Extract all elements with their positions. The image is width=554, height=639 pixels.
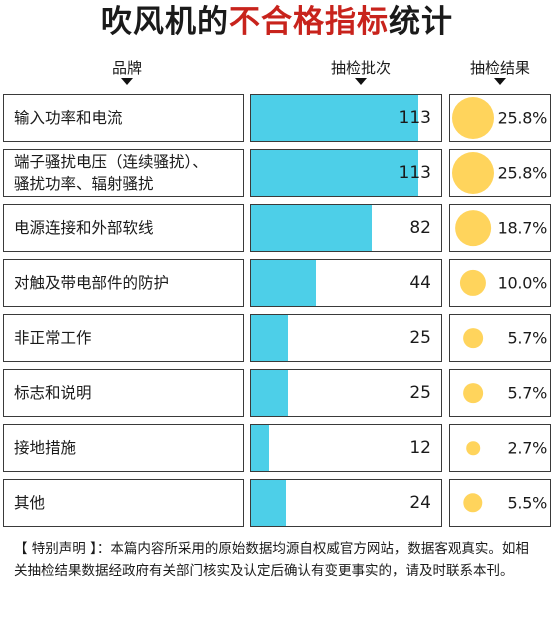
count-label: 25 <box>409 383 431 403</box>
count-label: 113 <box>398 163 431 183</box>
count-bar <box>251 260 316 306</box>
count-label: 25 <box>409 328 431 348</box>
bar-cell: 113 <box>250 94 442 142</box>
chart-row: 接地措施 12 2.7% <box>0 424 554 472</box>
result-cell: 18.7% <box>449 204 551 252</box>
chart-row: 电源连接和外部软线 82 18.7% <box>0 204 554 252</box>
count-bar <box>251 95 418 141</box>
category-label: 对触及带电部件的防护 <box>14 274 170 292</box>
column-header-result-label: 抽检结果 <box>469 59 530 77</box>
chart-row: 输入功率和电流 113 25.8% <box>0 94 554 142</box>
count-bar <box>251 315 288 361</box>
title-accent: 不合格指标 <box>229 4 389 40</box>
category-cell: 输入功率和电流 <box>3 94 244 142</box>
chart-row: 标志和说明 25 5.7% <box>0 369 554 417</box>
title-part-3: 统计 <box>389 4 453 40</box>
bar-cell: 44 <box>250 259 442 307</box>
count-label: 44 <box>409 273 431 293</box>
chart-row: 非正常工作 25 5.7% <box>0 314 554 362</box>
result-cell: 5.7% <box>449 369 551 417</box>
percent-label: 18.7% <box>497 218 548 238</box>
count-bar <box>251 150 418 196</box>
percent-label: 10.0% <box>497 273 548 293</box>
bar-cell: 82 <box>250 204 442 252</box>
count-label: 12 <box>409 438 431 458</box>
column-header-category: 品牌 <box>62 59 192 85</box>
count-bar <box>251 205 372 251</box>
percent-circle <box>463 383 483 403</box>
count-bar <box>251 370 288 416</box>
down-arrow-icon <box>355 78 367 85</box>
percent-circle <box>455 210 491 246</box>
title-part-1: 吹风机的 <box>101 4 229 40</box>
percent-circle <box>463 493 483 513</box>
category-label: 电源连接和外部软线 <box>14 219 154 237</box>
percent-label: 5.7% <box>507 328 548 348</box>
bar-cell: 12 <box>250 424 442 472</box>
disclaimer-note: 【 特别声明 】：本篇内容所采用的原始数据均源自权威官方网站，数据客观真实。如相… <box>14 541 529 579</box>
column-header-count-label: 抽检批次 <box>330 59 391 77</box>
chart-row: 端子骚扰电压（连续骚扰）、 骚扰功率、辐射骚扰 113 25.8% <box>0 149 554 197</box>
category-cell: 非正常工作 <box>3 314 244 362</box>
result-cell: 2.7% <box>449 424 551 472</box>
chart-title: 吹风机的不合格指标统计 <box>0 2 554 42</box>
category-label: 端子骚扰电压（连续骚扰）、 骚扰功率、辐射骚扰 <box>14 153 208 193</box>
percent-label: 2.7% <box>507 438 548 458</box>
chart-row: 其他 24 5.5% <box>0 479 554 527</box>
category-label: 接地措施 <box>14 439 77 457</box>
count-bar <box>251 425 269 471</box>
percent-circle <box>466 441 480 455</box>
percent-label: 5.5% <box>507 493 548 513</box>
result-cell: 5.5% <box>449 479 551 527</box>
percent-circle <box>452 152 494 194</box>
result-cell: 10.0% <box>449 259 551 307</box>
down-arrow-icon <box>494 78 506 85</box>
category-cell: 其他 <box>3 479 244 527</box>
result-cell: 25.8% <box>449 149 551 197</box>
chart-row: 对触及带电部件的防护 44 10.0% <box>0 259 554 307</box>
count-label: 113 <box>398 108 431 128</box>
percent-circle <box>459 269 487 297</box>
count-bar <box>251 480 286 526</box>
result-cell: 25.8% <box>449 94 551 142</box>
column-header-result: 抽检结果 <box>446 59 554 85</box>
percent-label: 25.8% <box>497 108 548 128</box>
percent-circle <box>452 97 494 139</box>
category-cell: 接地措施 <box>3 424 244 472</box>
category-cell: 标志和说明 <box>3 369 244 417</box>
bar-cell: 113 <box>250 149 442 197</box>
percent-label: 25.8% <box>497 163 548 183</box>
category-label: 标志和说明 <box>14 384 92 402</box>
bar-cell: 25 <box>250 369 442 417</box>
category-label: 非正常工作 <box>14 329 92 347</box>
bar-cell: 24 <box>250 479 442 527</box>
count-label: 24 <box>409 493 431 513</box>
percent-label: 5.7% <box>507 383 548 403</box>
down-arrow-icon <box>121 78 133 85</box>
category-label: 其他 <box>14 494 46 512</box>
count-label: 82 <box>409 218 431 238</box>
percent-circle <box>463 328 483 348</box>
column-header-count: 抽检批次 <box>296 59 426 85</box>
category-label: 输入功率和电流 <box>14 109 123 127</box>
column-header-category-label: 品牌 <box>111 59 142 77</box>
category-cell: 端子骚扰电压（连续骚扰）、 骚扰功率、辐射骚扰 <box>3 149 244 197</box>
category-cell: 对触及带电部件的防护 <box>3 259 244 307</box>
result-cell: 5.7% <box>449 314 551 362</box>
bar-cell: 25 <box>250 314 442 362</box>
category-cell: 电源连接和外部软线 <box>3 204 244 252</box>
